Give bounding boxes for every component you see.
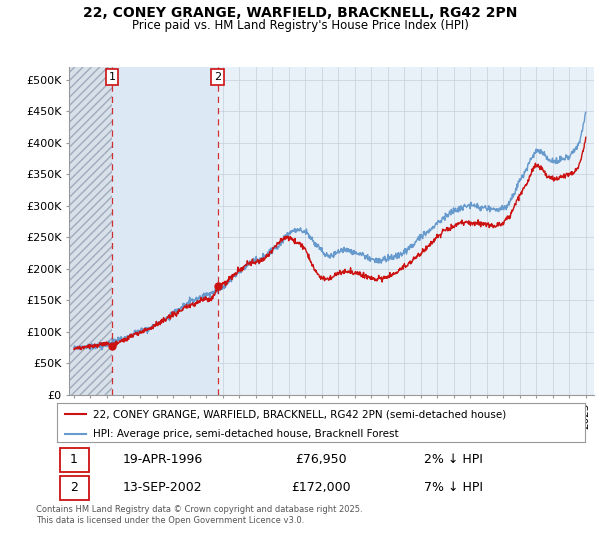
Bar xyxy=(112,67,218,395)
Text: 2: 2 xyxy=(70,481,78,494)
HPI: Average price, semi-detached house, Bracknell Forest: (2.01e+03, 2.29e+05): Average price, semi-detached house, Brac… xyxy=(350,247,358,254)
22, CONEY GRANGE, WARFIELD, BRACKNELL, RG42 2PN (semi-detached house) xyxy=(340,268,347,274)
22, CONEY GRANGE, WARFIELD, BRACKNELL, RG42 2PN (semi-detached house) xyxy=(139,328,146,335)
22, CONEY GRANGE, WARFIELD, BRACKNELL, RG42 2PN (semi-detached house) xyxy=(243,262,250,268)
Text: 1: 1 xyxy=(109,72,115,82)
HPI: Average price, semi-detached house, Bracknell Forest: (2e+03, 2.04e+05): Average price, semi-detached house, Brac… xyxy=(243,263,250,270)
Text: 19-APR-1996: 19-APR-1996 xyxy=(122,453,203,466)
Text: 22, CONEY GRANGE, WARFIELD, BRACKNELL, RG42 2PN (semi-detached house): 22, CONEY GRANGE, WARFIELD, BRACKNELL, R… xyxy=(93,409,506,419)
Text: 2: 2 xyxy=(214,72,221,82)
HPI: Average price, semi-detached house, Bracknell Forest: (2e+03, 1.14e+05): Average price, semi-detached house, Brac… xyxy=(157,320,164,326)
Text: Price paid vs. HM Land Registry's House Price Index (HPI): Price paid vs. HM Land Registry's House … xyxy=(131,19,469,32)
22, CONEY GRANGE, WARFIELD, BRACKNELL, RG42 2PN (semi-detached house) xyxy=(70,346,77,353)
Text: 13-SEP-2002: 13-SEP-2002 xyxy=(123,481,202,494)
HPI: Average price, semi-detached house, Bracknell Forest: (2e+03, 7.14e+04): Average price, semi-detached house, Brac… xyxy=(98,347,106,353)
22, CONEY GRANGE, WARFIELD, BRACKNELL, RG42 2PN (semi-detached house) xyxy=(582,134,589,141)
Text: 1: 1 xyxy=(70,453,78,466)
FancyBboxPatch shape xyxy=(59,476,89,500)
22, CONEY GRANGE, WARFIELD, BRACKNELL, RG42 2PN (semi-detached house) xyxy=(293,240,300,247)
Text: £172,000: £172,000 xyxy=(291,481,351,494)
Text: £76,950: £76,950 xyxy=(295,453,347,466)
HPI: Average price, semi-detached house, Bracknell Forest: (2.02e+03, 4.49e+05): Average price, semi-detached house, Brac… xyxy=(582,109,589,115)
Text: Contains HM Land Registry data © Crown copyright and database right 2025.
This d: Contains HM Land Registry data © Crown c… xyxy=(36,505,362,525)
Line: 22, CONEY GRANGE, WARFIELD, BRACKNELL, RG42 2PN (semi-detached house): 22, CONEY GRANGE, WARFIELD, BRACKNELL, R… xyxy=(74,137,586,349)
Text: 2% ↓ HPI: 2% ↓ HPI xyxy=(424,453,482,466)
FancyBboxPatch shape xyxy=(59,448,89,472)
Bar xyxy=(69,67,112,395)
Text: 22, CONEY GRANGE, WARFIELD, BRACKNELL, RG42 2PN: 22, CONEY GRANGE, WARFIELD, BRACKNELL, R… xyxy=(83,6,517,20)
22, CONEY GRANGE, WARFIELD, BRACKNELL, RG42 2PN (semi-detached house) xyxy=(157,318,164,324)
22, CONEY GRANGE, WARFIELD, BRACKNELL, RG42 2PN (semi-detached house) xyxy=(77,346,85,353)
HPI: Average price, semi-detached house, Bracknell Forest: (2e+03, 1.05e+05): Average price, semi-detached house, Brac… xyxy=(139,325,146,332)
HPI: Average price, semi-detached house, Bracknell Forest: (2.01e+03, 2.32e+05): Average price, semi-detached house, Brac… xyxy=(340,245,347,252)
HPI: Average price, semi-detached house, Bracknell Forest: (2.01e+03, 2.59e+05): Average price, semi-detached house, Brac… xyxy=(293,228,300,235)
Text: 7% ↓ HPI: 7% ↓ HPI xyxy=(424,481,482,494)
Text: HPI: Average price, semi-detached house, Bracknell Forest: HPI: Average price, semi-detached house,… xyxy=(93,429,398,439)
Line: HPI: Average price, semi-detached house, Bracknell Forest: HPI: Average price, semi-detached house,… xyxy=(74,112,586,350)
HPI: Average price, semi-detached house, Bracknell Forest: (1.99e+03, 7.5e+04): Average price, semi-detached house, Brac… xyxy=(70,344,77,351)
22, CONEY GRANGE, WARFIELD, BRACKNELL, RG42 2PN (semi-detached house) xyxy=(350,270,358,277)
